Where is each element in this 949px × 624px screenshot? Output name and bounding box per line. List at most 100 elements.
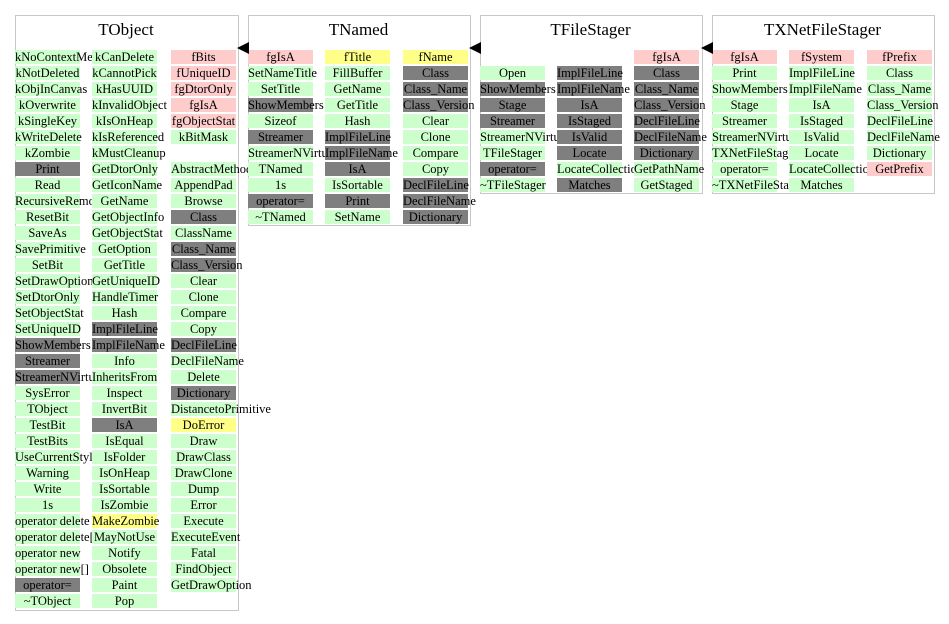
member-entry[interactable]: IsA <box>325 162 390 176</box>
member-entry[interactable]: kZombie <box>15 146 80 160</box>
member-entry[interactable]: TestBits <box>15 434 80 448</box>
member-entry[interactable]: IsValid <box>789 130 854 144</box>
member-entry[interactable]: LocateCollection <box>557 162 644 176</box>
member-entry[interactable]: Delete <box>171 370 236 384</box>
member-entry[interactable]: MayNotUse <box>92 530 157 544</box>
member-entry[interactable]: Paint <box>92 578 157 592</box>
member-entry[interactable]: fBits <box>171 50 236 64</box>
member-entry[interactable]: Obsolete <box>92 562 157 576</box>
member-entry[interactable]: kCannotPick <box>92 66 157 80</box>
member-entry[interactable]: ~TObject <box>15 594 80 608</box>
member-entry[interactable]: SetName <box>325 210 390 224</box>
member-entry[interactable]: Matches <box>557 178 622 192</box>
member-entry[interactable]: Class_Name <box>634 82 699 96</box>
member-entry[interactable]: SetTitle <box>248 82 313 96</box>
member-entry[interactable]: ResetBit <box>15 210 80 224</box>
member-entry[interactable]: GetObjectInfo <box>92 210 165 224</box>
member-entry[interactable]: ~TNamed <box>248 210 313 224</box>
member-entry[interactable]: Print <box>325 194 390 208</box>
member-entry[interactable]: Dictionary <box>403 210 468 224</box>
member-entry[interactable]: SetUniqueID <box>15 322 81 336</box>
member-entry[interactable]: operator new[] <box>15 562 89 576</box>
member-entry[interactable]: Compare <box>403 146 468 160</box>
member-entry[interactable]: SetObjectStat <box>15 306 84 320</box>
member-entry[interactable]: HandleTimer <box>92 290 159 304</box>
member-entry[interactable]: kIsReferenced <box>92 130 165 144</box>
member-entry[interactable]: 1s <box>248 178 313 192</box>
member-entry[interactable]: Class <box>403 66 468 80</box>
member-entry[interactable]: Dictionary <box>867 146 932 160</box>
member-entry[interactable]: FillBuffer <box>325 66 390 80</box>
member-entry[interactable]: fgIsA <box>248 50 313 64</box>
member-entry[interactable]: Browse <box>171 194 236 208</box>
member-entry[interactable]: fgDtorOnly <box>171 82 236 96</box>
member-entry[interactable]: GetName <box>92 194 157 208</box>
member-entry[interactable]: StreamerNVirtual <box>15 370 104 384</box>
member-entry[interactable]: ~TXNetFileStager <box>712 178 805 192</box>
member-entry[interactable]: Streamer <box>15 354 80 368</box>
member-entry[interactable]: DeclFileLine <box>403 178 469 192</box>
member-entry[interactable]: ShowMembers <box>248 98 324 112</box>
member-entry[interactable]: Sizeof <box>248 114 313 128</box>
member-entry[interactable]: 1s <box>15 498 80 512</box>
member-entry[interactable]: Compare <box>171 306 236 320</box>
member-entry[interactable]: Clone <box>171 290 236 304</box>
member-entry[interactable]: ImplFileName <box>789 82 862 96</box>
member-entry[interactable]: kIsOnHeap <box>92 114 157 128</box>
member-entry[interactable]: ImplFileLine <box>325 130 391 144</box>
member-entry[interactable]: operator= <box>15 578 80 592</box>
member-entry[interactable]: Dictionary <box>634 146 699 160</box>
member-entry[interactable]: fPrefix <box>867 50 932 64</box>
member-entry[interactable]: IsEqual <box>92 434 157 448</box>
member-entry[interactable]: DeclFileName <box>403 194 476 208</box>
member-entry[interactable]: IsA <box>557 98 622 112</box>
member-entry[interactable]: DeclFileLine <box>171 338 237 352</box>
member-entry[interactable]: Streamer <box>712 114 777 128</box>
member-entry[interactable]: IsOnHeap <box>92 466 157 480</box>
member-entry[interactable]: kWriteDelete <box>15 130 82 144</box>
member-entry[interactable]: IsZombie <box>92 498 157 512</box>
member-entry[interactable]: ImplFileLine <box>557 66 623 80</box>
member-entry[interactable]: Open <box>480 66 545 80</box>
member-entry[interactable]: Notify <box>92 546 157 560</box>
member-entry[interactable]: DeclFileName <box>867 130 940 144</box>
member-entry[interactable]: Fatal <box>171 546 236 560</box>
member-entry[interactable]: Stage <box>480 98 545 112</box>
member-entry[interactable]: SetNameTitle <box>248 66 317 80</box>
member-entry[interactable]: kBitMask <box>171 130 236 144</box>
member-entry[interactable]: Hash <box>325 114 390 128</box>
member-entry[interactable]: GetIconName <box>92 178 163 192</box>
member-entry[interactable]: Class <box>171 210 236 224</box>
member-entry[interactable]: fTitle <box>325 50 390 64</box>
member-entry[interactable]: ImplFileLine <box>92 322 158 336</box>
member-entry[interactable]: fgIsA <box>171 98 236 112</box>
member-entry[interactable]: IsFolder <box>92 450 157 464</box>
member-entry[interactable]: Clear <box>171 274 236 288</box>
member-entry[interactable]: Streamer <box>480 114 545 128</box>
member-entry[interactable]: ImplFileName <box>557 82 630 96</box>
member-entry[interactable]: kHasUUID <box>92 82 157 96</box>
member-entry[interactable]: kCanDelete <box>92 50 157 64</box>
member-entry[interactable]: InheritsFrom <box>92 370 158 384</box>
member-entry[interactable]: IsA <box>789 98 854 112</box>
member-entry[interactable]: IsSortable <box>92 482 157 496</box>
member-entry[interactable]: ShowMembers <box>712 82 788 96</box>
member-entry[interactable]: Write <box>15 482 80 496</box>
member-entry[interactable]: GetTitle <box>92 258 157 272</box>
member-entry[interactable]: operator delete <box>15 514 90 528</box>
member-entry[interactable]: AbstractMethod <box>171 162 253 176</box>
member-entry[interactable]: ImplFileLine <box>789 66 855 80</box>
member-entry[interactable]: Copy <box>171 322 236 336</box>
member-entry[interactable]: operator= <box>248 194 313 208</box>
member-entry[interactable]: Locate <box>557 146 622 160</box>
member-entry[interactable]: DistancetoPrimitive <box>171 402 271 416</box>
member-entry[interactable]: SavePrimitive <box>15 242 86 256</box>
member-entry[interactable]: SetDtorOnly <box>15 290 80 304</box>
member-entry[interactable]: InvertBit <box>92 402 157 416</box>
member-entry[interactable]: SetDrawOption <box>15 274 94 288</box>
member-entry[interactable]: Streamer <box>248 130 313 144</box>
member-entry[interactable]: ClassName <box>171 226 236 240</box>
member-entry[interactable]: Class_Version <box>634 98 706 112</box>
member-entry[interactable]: Class_Version <box>171 258 243 272</box>
member-entry[interactable]: Info <box>92 354 157 368</box>
